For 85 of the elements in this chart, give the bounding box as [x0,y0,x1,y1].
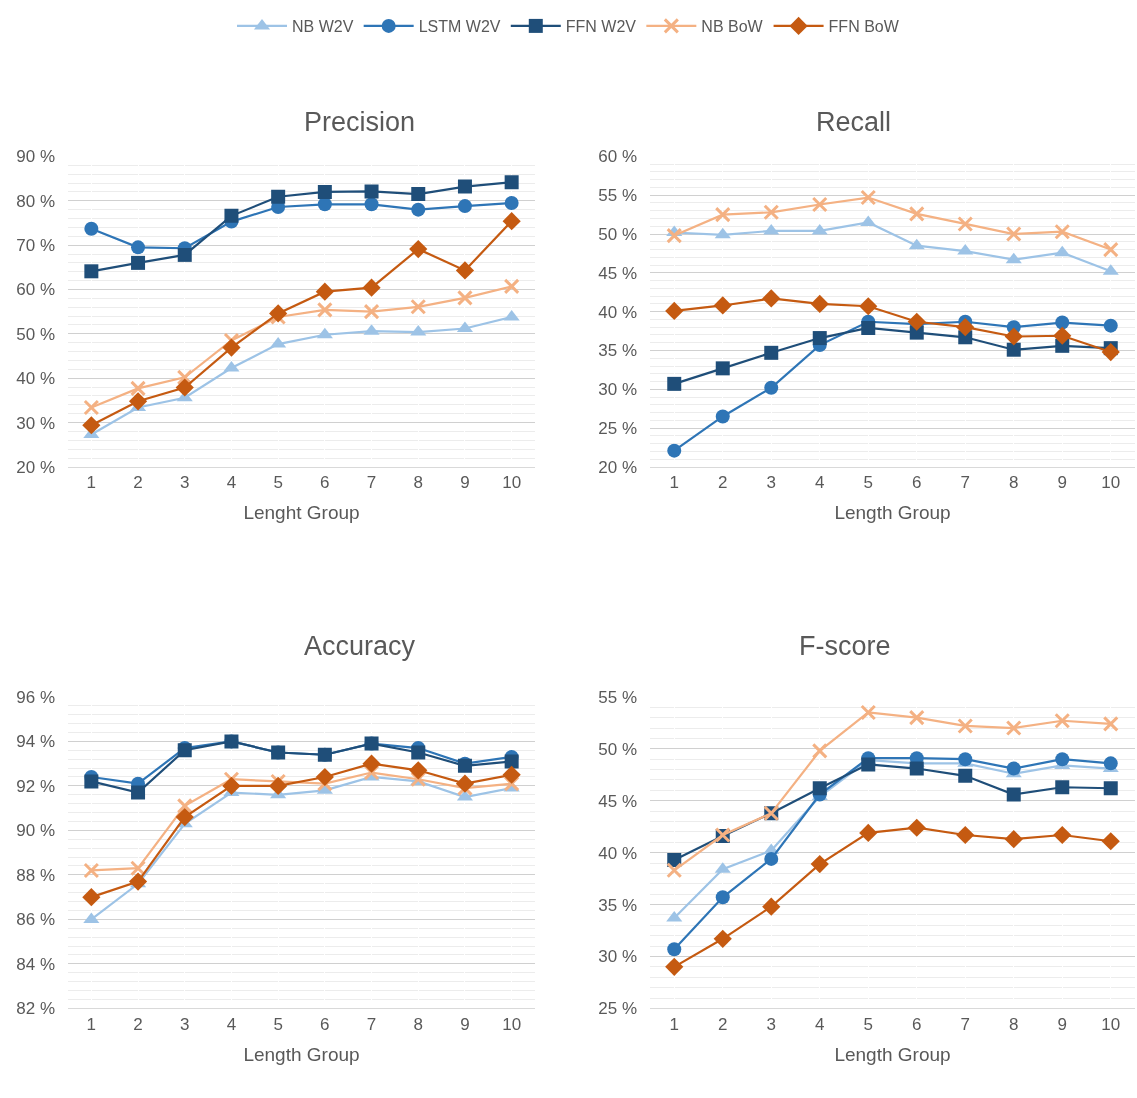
x-tick-label: 5 [863,473,873,493]
x-tick-label: 10 [1101,473,1121,493]
x-tick-label: 8 [1009,1014,1019,1034]
y-tick-label: 88 % [16,865,55,885]
y-tick-label: 40 % [598,302,637,322]
x-tick-label: 3 [766,473,776,493]
x-tick-label: 7 [960,1014,970,1034]
x-tick-label: 7 [960,473,970,493]
y-tick-label: 30 % [16,413,55,433]
x-tick-label: 7 [366,1014,377,1034]
x-tick-label: 10 [502,473,522,493]
legend-label: FFN BoW [828,18,900,36]
y-tick-label: 35 % [598,341,637,361]
x-axis-title: Length Group [243,1043,360,1065]
y-tick-label: 50 % [598,224,637,244]
y-tick-label: 50 % [16,324,55,344]
x-tick-label: 2 [133,1014,143,1034]
x-axis-title: Length Group [834,502,951,524]
y-tick-label: 40 % [16,369,55,389]
y-tick-label: 55 % [598,186,637,206]
y-tick-label: 45 % [598,263,637,283]
y-tick-label: 25 % [598,999,637,1019]
x-tick-label: 8 [413,473,423,493]
x-tick-label: 1 [86,1014,97,1034]
y-tick-label: 40 % [598,843,637,863]
x-tick-label: 4 [226,473,237,493]
y-tick-label: 90 % [16,147,55,167]
y-tick-label: 70 % [16,236,55,256]
legend-label: NB BoW [701,18,764,36]
y-tick-label: 84 % [16,954,55,974]
y-tick-label: 82 % [16,999,55,1019]
x-tick-label: 5 [273,1014,283,1034]
y-tick-label: 60 % [598,147,637,167]
chart-title: Accuracy [304,631,416,661]
x-tick-label: 6 [320,1014,330,1034]
x-tick-label: 3 [766,1014,776,1034]
x-tick-label: 9 [1057,1014,1067,1034]
y-tick-label: 20 % [16,457,55,477]
y-tick-label: 30 % [598,947,637,967]
x-tick-label: 4 [226,1014,237,1034]
x-tick-label: 2 [718,1014,728,1034]
y-tick-label: 96 % [16,687,55,707]
y-tick-label: 60 % [16,280,55,300]
chart-title: Precision [304,107,416,137]
y-tick-label: 35 % [598,895,637,915]
x-tick-label: 9 [460,473,470,493]
x-axis-title: Length Group [834,1043,951,1065]
chart-title: F-score [799,631,891,661]
x-tick-label: 4 [815,473,825,493]
x-tick-label: 10 [502,1014,522,1034]
x-tick-label: 3 [180,1014,190,1034]
y-tick-label: 90 % [16,821,55,841]
y-tick-label: 80 % [16,191,55,211]
x-tick-label: 6 [912,1014,922,1034]
x-tick-label: 2 [718,473,728,493]
y-tick-label: 94 % [16,732,55,752]
legend-label: LSTM W2V [418,18,501,36]
x-tick-label: 8 [413,1014,423,1034]
legend-label: NB W2V [292,18,354,36]
x-tick-label: 7 [366,473,377,493]
x-tick-label: 3 [180,473,190,493]
x-tick-label: 6 [912,473,922,493]
y-tick-label: 45 % [598,791,637,811]
y-tick-label: 55 % [598,687,637,707]
x-tick-label: 2 [133,473,143,493]
y-tick-label: 50 % [598,739,637,759]
x-tick-label: 1 [669,1014,679,1034]
y-tick-label: 30 % [598,380,637,400]
chart-title: Recall [816,107,892,137]
x-tick-label: 9 [1057,473,1067,493]
y-tick-label: 92 % [16,776,55,796]
x-tick-label: 5 [273,473,283,493]
x-tick-label: 5 [863,1014,873,1034]
x-tick-label: 8 [1009,473,1019,493]
y-tick-label: 86 % [16,910,55,930]
x-tick-label: 9 [460,1014,470,1034]
x-tick-label: 1 [86,473,97,493]
legend-label: FFN W2V [565,18,637,36]
y-tick-label: 20 % [598,457,637,477]
y-tick-label: 25 % [598,419,637,439]
x-tick-label: 1 [669,473,679,493]
x-axis-title: Lenght Group [243,502,360,524]
x-tick-label: 4 [815,1014,825,1034]
x-tick-label: 10 [1101,1014,1121,1034]
x-tick-label: 6 [320,473,330,493]
